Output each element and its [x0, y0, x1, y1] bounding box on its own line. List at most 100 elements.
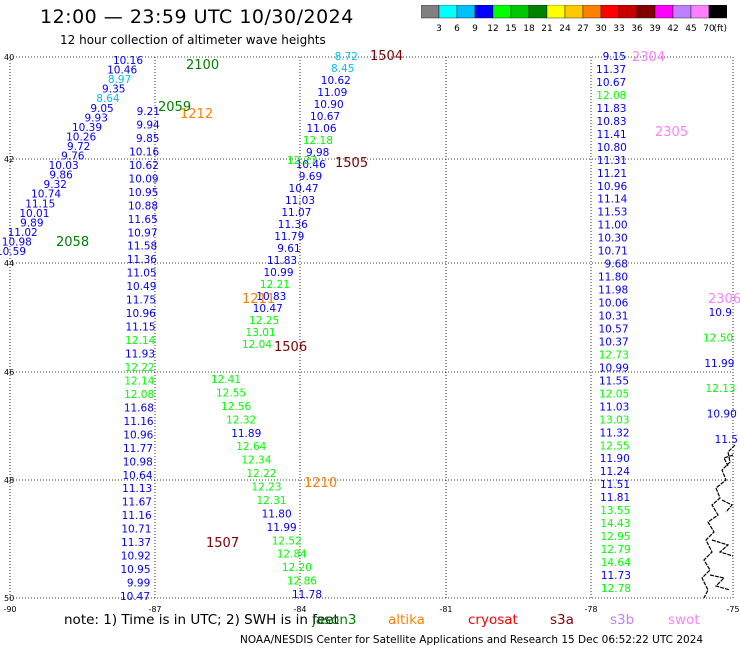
colorbar-label: 45 [685, 24, 696, 34]
wave-height-point: 9.35 [102, 84, 125, 96]
wave-height-point: 12.56 [221, 401, 251, 413]
latitude-tick-label: 46 [4, 368, 14, 377]
wave-height-point: 11.41 [597, 129, 627, 141]
colorbar-label: 30 [595, 24, 607, 34]
wave-height-point: 10.71 [598, 246, 628, 258]
wave-height-point: 12.14 [124, 375, 154, 387]
coastline [709, 574, 731, 591]
wave-height-point: 10.06 [598, 298, 628, 310]
wave-height-point: 9.05 [90, 103, 113, 115]
pass-label: 2305 [655, 125, 688, 140]
wave-height-point: 10.96 [123, 429, 153, 441]
colorbar-label: 3 [436, 24, 442, 34]
wave-height-point: 11.83 [267, 255, 297, 267]
wave-height-point: 9.61 [277, 243, 300, 255]
wave-height-point: 12.04 [242, 339, 272, 351]
colorbar-label: 9 [472, 24, 478, 34]
pass-label: 2058 [56, 235, 89, 250]
colorbar-label: 24 [559, 24, 571, 34]
coastline [721, 499, 733, 513]
pass-label: 1212 [180, 107, 213, 122]
wave-height-point: 11.31 [597, 155, 627, 167]
wave-height-point: 11.36 [278, 219, 308, 231]
map-title: 12:00 — 23:59 UTC 10/30/2024 [40, 6, 354, 28]
wave-height-point: 11.83 [596, 103, 626, 115]
colorbar-label: 39 [649, 24, 661, 34]
latitude-tick-label: 44 [4, 259, 14, 268]
wave-height-point: 10.47 [289, 183, 319, 195]
latitude-tick-label: 40 [4, 53, 14, 62]
wave-height-point: 12.55 [600, 440, 630, 452]
wave-height-point: 11.06 [306, 123, 336, 135]
wave-height-point: 11.03 [599, 401, 629, 413]
wave-height-point: 11.53 [597, 207, 627, 219]
wave-height-point: 10.98 [2, 236, 32, 248]
longitude-tick-label: -90 [3, 605, 16, 614]
wave-height-point: 11.89 [231, 428, 261, 440]
wave-height-point: 11.37 [121, 537, 151, 549]
wave-height-point: 10.01 [19, 208, 49, 220]
satellite-label-altika: altika [388, 612, 425, 628]
pass-label: 2100 [186, 58, 219, 73]
coastline [711, 539, 734, 557]
satellite-label-s3a: s3a [550, 612, 574, 628]
wave-height-point: 10.98 [123, 456, 153, 468]
credit-line: NOAA/NESDIS Center for Satellite Applica… [240, 634, 704, 646]
colorbar-label: 42 [667, 24, 678, 34]
wave-height-point: 10.39 [72, 122, 102, 134]
wave-height-point: 12.41 [211, 374, 241, 386]
wave-height-point: 12.95 [600, 531, 630, 543]
wave-height-point: 12.22 [125, 362, 155, 374]
wave-height-point: 12.52 [272, 535, 302, 547]
latitude-tick-label: 50 [4, 594, 14, 603]
wave-height-point: 11.81 [600, 492, 630, 504]
wave-height-point: 10.90 [707, 409, 737, 421]
wave-height-point: 10.99 [263, 267, 293, 279]
wave-height-point: 10.92 [121, 551, 151, 563]
latitude-tick-label: 48 [4, 476, 14, 485]
satellite-label-s3b: s3b [610, 612, 635, 628]
pass-label: 2059 [158, 100, 191, 115]
wave-height-point: 10.67 [310, 111, 340, 123]
wave-height-point: 9.99 [127, 578, 150, 590]
wave-height-point: 12.14 [125, 335, 155, 347]
wave-height-point: 11.24 [600, 466, 630, 478]
wave-height-point: 8.72 [335, 51, 358, 63]
wave-height-point: 11.37 [596, 64, 626, 76]
pass-label: 1507 [206, 536, 239, 551]
wave-height-point: 12.13 [706, 383, 736, 395]
wave-height-point: 9.72 [67, 141, 90, 153]
wave-height-point: 11.99 [267, 522, 297, 534]
wave-height-point: 11.03 [285, 195, 315, 207]
satellite-label-jason3: jason3 [312, 612, 357, 628]
wave-height-point: 10.96 [597, 181, 627, 193]
colorbar-label: 6 [454, 24, 460, 34]
colorbar-label: 18 [523, 24, 535, 34]
wave-height-point: 12.22 [246, 468, 276, 480]
wave-height-point: 11.02 [8, 227, 38, 239]
pass-label: 1211 [242, 292, 275, 307]
wave-height-point: 9.69 [299, 171, 322, 183]
wave-height-point: 10.95 [128, 187, 158, 199]
wave-height-point: 10.67 [596, 77, 626, 89]
wave-height-point: 11.78 [292, 589, 322, 601]
pass-label: 1210 [304, 476, 337, 491]
wave-height-point: 12.79 [601, 544, 631, 556]
wave-height-point: 11.58 [127, 241, 157, 253]
wave-height-point: 12.55 [216, 387, 246, 399]
wave-height-point: 12.31 [257, 495, 287, 507]
wave-height-point: 9.93 [85, 112, 108, 124]
wave-height-point: 12.20 [282, 562, 312, 574]
wave-height-point: 11.14 [597, 194, 627, 206]
wave-height-point: 10.57 [598, 323, 628, 335]
wave-height-point: 11.07 [281, 207, 311, 219]
wave-height-point: 12.21 [260, 279, 290, 291]
wave-height-point: 10.37 [599, 336, 629, 348]
wave-height-point: 8.64 [96, 93, 120, 105]
wave-height-point: 11.80 [598, 272, 628, 284]
wave-height-point: 10.99 [599, 362, 629, 374]
longitude-tick-label: -84 [293, 605, 306, 614]
wave-height-point: 10.64 [122, 470, 152, 482]
